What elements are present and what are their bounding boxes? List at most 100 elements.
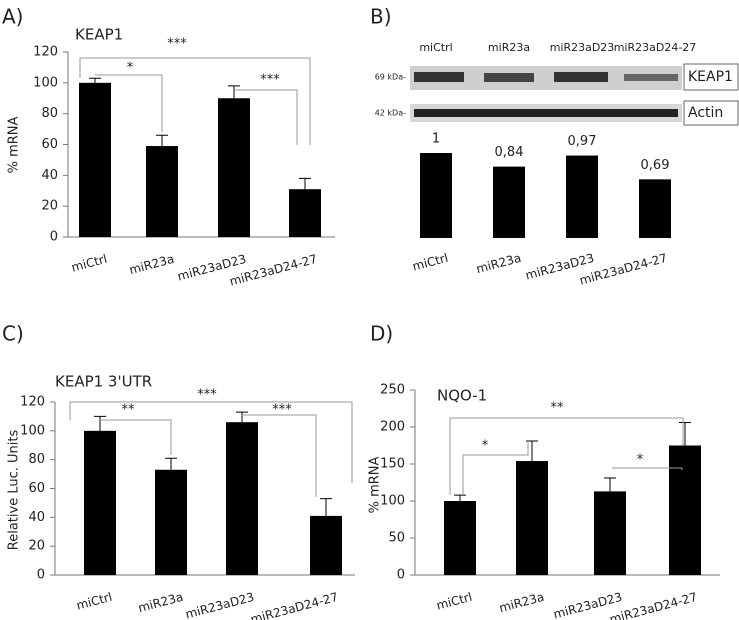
label-box (683, 100, 739, 126)
significance-label: *** (272, 403, 292, 418)
x-tick-label: miR23a (475, 251, 523, 276)
bar (639, 179, 671, 238)
panel-label: B) (370, 5, 392, 29)
y-tick-label: 80 (41, 106, 58, 121)
error-bar (165, 457, 177, 470)
significance-bracket (69, 401, 353, 483)
value-label: 0,84 (495, 145, 524, 160)
bar (493, 166, 525, 238)
x-tick-label: miCtrl (435, 590, 474, 613)
significance-label: * (482, 439, 489, 454)
panel-label: C) (2, 322, 24, 346)
error-bar (320, 498, 332, 516)
x-tick-label: miR23aD23 (184, 590, 256, 620)
x-tick-label: miR23aD24-27 (608, 590, 699, 620)
significance-label: *** (197, 388, 217, 403)
y-axis-title: % mRNA (7, 117, 22, 174)
band (484, 73, 534, 82)
protein-label: Actin (688, 105, 723, 121)
error-bar (94, 415, 106, 431)
value-label: 0,69 (641, 158, 670, 173)
significance-bracket (79, 57, 311, 145)
significance-bracket (235, 89, 298, 145)
error-bar (604, 477, 616, 492)
chart-title: NQO-1 (437, 387, 487, 405)
value-label: 1 (432, 132, 440, 147)
significance-label: * (637, 453, 644, 468)
y-tick-label: 40 (28, 510, 45, 525)
y-tick-label: 0 (37, 568, 45, 583)
y-tick-label: 0 (50, 230, 58, 245)
y-tick-label: 60 (41, 137, 58, 152)
bar (516, 461, 548, 575)
band (554, 72, 608, 82)
y-axis-title: Relative Luc. Units (7, 430, 22, 551)
y-tick-label: 0 (397, 568, 405, 583)
value-label: 0,97 (568, 134, 597, 149)
significance-label: ** (122, 403, 136, 418)
significance-label: * (127, 61, 134, 76)
x-tick-label: miCtrl (411, 251, 450, 274)
significance-label: *** (167, 37, 187, 52)
error-bar (156, 134, 168, 147)
bar (566, 155, 598, 238)
marker-label: 42 kDa- (375, 109, 406, 118)
marker-label: 69 kDa- (375, 73, 406, 82)
chart-title: KEAP1 3'UTR (55, 373, 152, 391)
protein-label: KEAP1 (688, 69, 733, 85)
significance-bracket (242, 414, 317, 497)
significance-bracket (100, 419, 172, 455)
y-tick-label: 80 (28, 452, 45, 467)
band (414, 72, 464, 82)
significance-bracket (462, 442, 529, 495)
panel-label: D) (370, 322, 393, 346)
y-tick-label: 60 (28, 481, 45, 496)
error-bar (679, 422, 691, 446)
bar (420, 153, 452, 238)
y-tick-label: 120 (33, 45, 58, 60)
bar (146, 146, 178, 237)
bar (444, 501, 476, 575)
lane-label: miR23a (488, 41, 530, 54)
error-bar (228, 85, 240, 99)
bar (155, 469, 187, 575)
band (624, 74, 678, 81)
y-tick-label: 150 (380, 457, 405, 472)
bar (218, 98, 250, 237)
bar (594, 491, 626, 575)
x-tick-label: miR23a (137, 590, 185, 615)
y-tick-label: 20 (41, 199, 58, 214)
y-tick-label: 100 (33, 75, 58, 90)
error-bar (454, 494, 466, 501)
error-bar (89, 77, 101, 83)
y-tick-label: 20 (28, 539, 45, 554)
y-axis-title: % mRNA (368, 457, 383, 514)
error-bar (526, 440, 538, 462)
y-tick-label: 50 (388, 531, 405, 546)
significance-label: ** (551, 401, 565, 416)
x-tick-label: miCtrl (70, 252, 109, 275)
y-tick-label: 100 (380, 494, 405, 509)
x-tick-label: miCtrl (75, 590, 114, 613)
bar (289, 189, 321, 237)
band (414, 109, 678, 117)
bar (669, 445, 701, 575)
label-box (683, 63, 739, 91)
significance-bracket (449, 417, 684, 495)
significance-bracket (612, 467, 683, 470)
x-tick-label: miR23aD24-27 (249, 590, 340, 620)
chart-title: KEAP1 (75, 26, 123, 44)
panel-label: A) (2, 5, 23, 29)
error-bar (236, 411, 248, 423)
y-tick-label: 40 (41, 168, 58, 183)
lane-label: miR23aD23 (550, 41, 615, 54)
lane-label: miR23aD24-27 (614, 41, 697, 54)
significance-label: *** (260, 73, 280, 88)
y-tick-label: 120 (20, 395, 45, 410)
lane-label: miCtrl (419, 41, 452, 54)
bar (84, 430, 116, 575)
bar (226, 422, 258, 575)
y-tick-label: 200 (380, 420, 405, 435)
y-tick-label: 100 (20, 423, 45, 438)
